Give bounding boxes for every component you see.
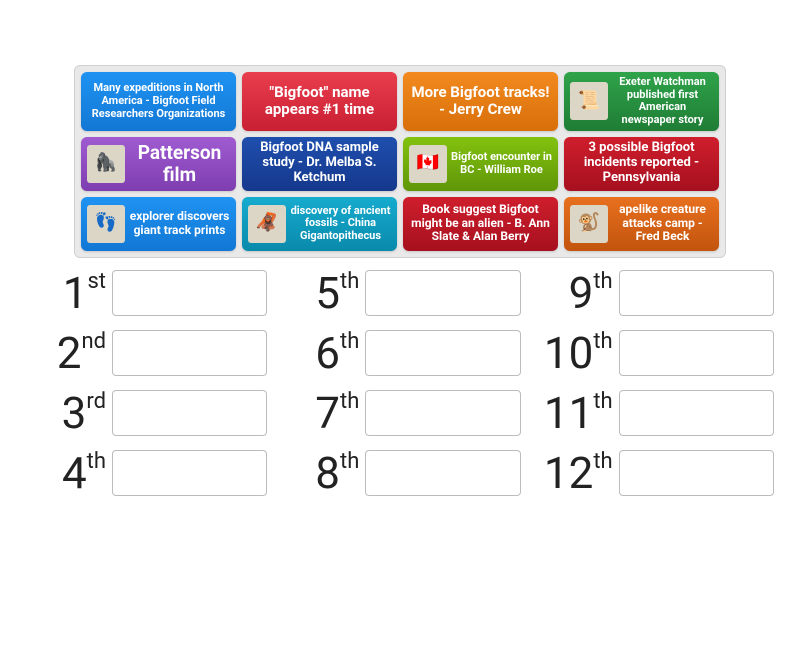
card-text: discovery of ancient fossils - China Gig… — [290, 205, 391, 243]
ordinal-label: 11th — [533, 391, 613, 435]
card-thumbnail: 👣 — [87, 205, 125, 243]
ordinal-label: 3rd — [26, 391, 106, 435]
ordinal-number: 10 — [544, 327, 593, 379]
drop-slot[interactable] — [365, 270, 520, 316]
slot-row: 8th — [279, 450, 520, 496]
drop-slot[interactable] — [619, 330, 774, 376]
slot-row: 12th — [533, 450, 774, 496]
ordinal-label: 1st — [26, 271, 106, 315]
slot-row: 11th — [533, 390, 774, 436]
drop-slot[interactable] — [619, 270, 774, 316]
slot-row: 1st — [26, 270, 267, 316]
ordinal-suffix: th — [593, 449, 612, 474]
ordinal-suffix: th — [593, 389, 612, 414]
ordinal-suffix: th — [340, 269, 359, 294]
draggable-card[interactable]: Bigfoot DNA sample study - Dr. Melba S. … — [242, 137, 397, 191]
card-text: Book suggest Bigfoot might be an alien -… — [409, 203, 552, 244]
draggable-card[interactable]: 3 possible Bigfoot incidents reported - … — [564, 137, 719, 191]
draggable-card[interactable]: Book suggest Bigfoot might be an alien -… — [403, 197, 558, 251]
slot-row: 2nd — [26, 330, 267, 376]
draggable-card[interactable]: 🦍Patterson film — [81, 137, 236, 191]
slot-row: 5th — [279, 270, 520, 316]
slot-row: 9th — [533, 270, 774, 316]
drop-slot[interactable] — [365, 450, 520, 496]
slot-row: 3rd — [26, 390, 267, 436]
draggable-card[interactable]: 👣explorer discovers giant track prints — [81, 197, 236, 251]
card-text: Bigfoot encounter in BC - William Roe — [451, 151, 552, 176]
ordinal-label: 5th — [279, 271, 359, 315]
ordinal-number: 11 — [544, 387, 593, 439]
card-text: explorer discovers giant track prints — [129, 210, 230, 238]
ordinal-number: 4 — [62, 447, 87, 499]
ordinal-suffix: th — [340, 329, 359, 354]
ordinal-suffix: th — [340, 449, 359, 474]
ordinal-number: 6 — [315, 327, 340, 379]
drop-slot[interactable] — [112, 390, 267, 436]
ordinal-label: 9th — [533, 271, 613, 315]
ordinal-number: 3 — [62, 387, 87, 439]
ordinal-number: 12 — [544, 447, 593, 499]
card-text: 3 possible Bigfoot incidents reported - … — [570, 141, 713, 186]
ordinal-number: 9 — [569, 267, 594, 319]
card-thumbnail: 🇨🇦 — [409, 145, 447, 183]
draggable-card[interactable]: Many expeditions in North America - Bigf… — [81, 72, 236, 131]
ordinal-suffix: th — [87, 449, 106, 474]
ordinal-number: 7 — [315, 387, 340, 439]
card-thumbnail: 📜 — [570, 82, 608, 120]
card-text: Bigfoot DNA sample study - Dr. Melba S. … — [248, 141, 391, 186]
ordinal-label: 10th — [533, 331, 613, 375]
drop-slot[interactable] — [365, 390, 520, 436]
ordinal-label: 12th — [533, 451, 613, 495]
card-thumbnail: 🦍 — [87, 145, 125, 183]
ordinal-suffix: th — [593, 269, 612, 294]
ordinal-number: 5 — [315, 267, 340, 319]
ordinal-label: 4th — [26, 451, 106, 495]
card-text: More Bigfoot tracks! - Jerry Crew — [409, 84, 552, 119]
ordinal-number: 8 — [315, 447, 340, 499]
draggable-card[interactable]: More Bigfoot tracks! - Jerry Crew — [403, 72, 558, 131]
card-thumbnail: 🐒 — [570, 205, 608, 243]
draggable-card[interactable]: 🇨🇦Bigfoot encounter in BC - William Roe — [403, 137, 558, 191]
draggable-card[interactable]: 📜Exeter Watchman published first America… — [564, 72, 719, 131]
ordinal-label: 8th — [279, 451, 359, 495]
answer-area: 1st2nd3rd4th5th6th7th8th9th10th11th12th — [26, 270, 774, 496]
ordinal-number: 1 — [63, 267, 88, 319]
card-text: apelike creature attacks camp - Fred Bec… — [612, 203, 713, 244]
slot-row: 10th — [533, 330, 774, 376]
ordinal-label: 6th — [279, 331, 359, 375]
drop-slot[interactable] — [112, 450, 267, 496]
ordinal-suffix: nd — [81, 329, 106, 354]
card-thumbnail: 🦧 — [248, 205, 286, 243]
card-bank: Many expeditions in North America - Bigf… — [74, 65, 726, 258]
slot-row: 7th — [279, 390, 520, 436]
draggable-card[interactable]: "Bigfoot" name appears #1 time — [242, 72, 397, 131]
draggable-card[interactable]: 🦧discovery of ancient fossils - China Gi… — [242, 197, 397, 251]
drop-slot[interactable] — [365, 330, 520, 376]
ordinal-number: 2 — [57, 327, 82, 379]
draggable-card[interactable]: 🐒apelike creature attacks camp - Fred Be… — [564, 197, 719, 251]
ordinal-label: 7th — [279, 391, 359, 435]
drop-slot[interactable] — [112, 330, 267, 376]
drop-slot[interactable] — [619, 450, 774, 496]
slot-row: 4th — [26, 450, 267, 496]
card-text: Many expeditions in North America - Bigf… — [87, 82, 230, 120]
card-text: "Bigfoot" name appears #1 time — [248, 84, 391, 119]
ordinal-suffix: rd — [86, 389, 106, 414]
ordinal-label: 2nd — [26, 331, 106, 375]
ordinal-suffix: st — [87, 269, 106, 294]
ordinal-suffix: th — [340, 389, 359, 414]
drop-slot[interactable] — [619, 390, 774, 436]
drop-slot[interactable] — [112, 270, 267, 316]
ordinal-suffix: th — [593, 329, 612, 354]
slot-row: 6th — [279, 330, 520, 376]
card-text: Exeter Watchman published first American… — [612, 76, 713, 127]
card-text: Patterson film — [129, 142, 230, 186]
